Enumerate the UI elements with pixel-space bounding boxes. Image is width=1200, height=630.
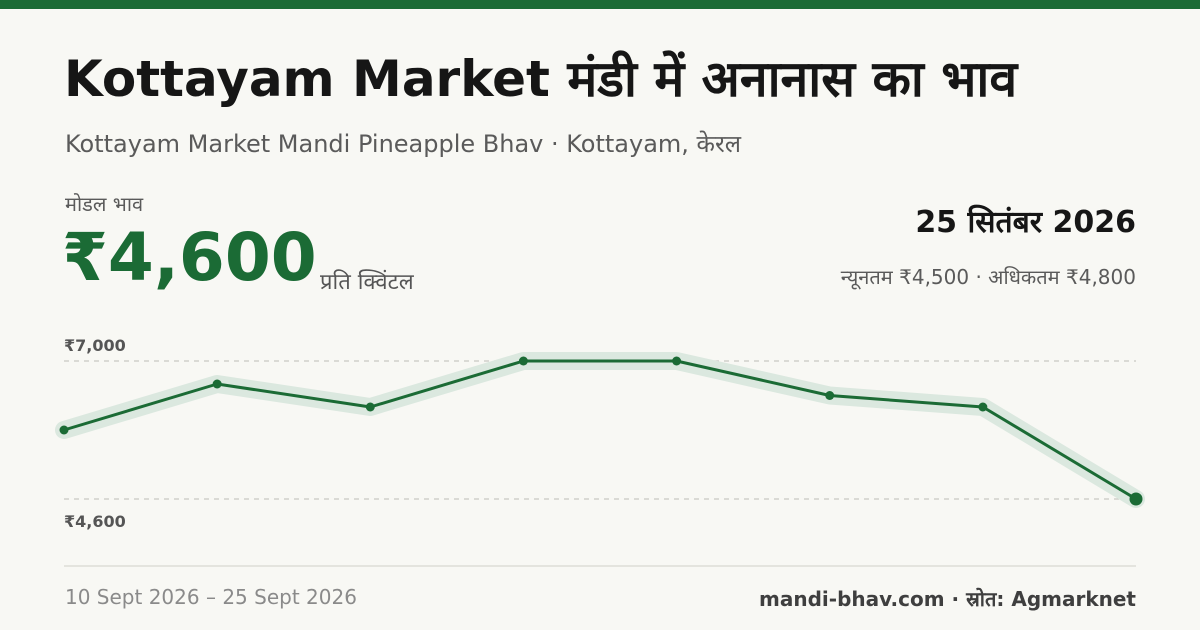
data-point <box>825 391 835 400</box>
page-title: Kottayam Market मंडी में अनानास का भाव <box>64 50 1018 108</box>
footer-divider <box>64 565 1136 567</box>
price-unit: प्रति क्विंटल <box>320 270 414 295</box>
top-accent-bar <box>0 0 1200 9</box>
page-subtitle: Kottayam Market Mandi Pineapple Bhav · K… <box>65 130 742 158</box>
data-point <box>978 402 988 412</box>
series-line <box>62 359 1138 501</box>
source-credit: mandi-bhav.com · स्रोत: Agmarknet <box>759 587 1136 611</box>
data-point <box>518 356 528 366</box>
date-period: 10 Sept 2026 – 25 Sept 2026 <box>65 585 357 609</box>
data-point <box>59 425 69 435</box>
modal-price-label: मोडल भाव <box>65 192 144 216</box>
price-date: 25 सितंबर 2026 <box>915 205 1136 240</box>
data-point <box>365 402 375 412</box>
modal-price-value: ₹4,600 <box>62 219 317 296</box>
series-line-band <box>55 352 1145 508</box>
data-point <box>672 356 682 366</box>
min-max-range: न्यूनतम ₹4,500 · अधिकतम ₹4,800 <box>840 265 1136 289</box>
data-point-latest <box>1129 492 1143 506</box>
y-tick-label-min: ₹4,600 <box>64 512 126 531</box>
y-tick-label-max: ₹7,000 <box>64 336 126 355</box>
price-trend-chart: ₹7,000 ₹4,600 <box>55 336 1145 531</box>
data-point <box>212 379 222 389</box>
